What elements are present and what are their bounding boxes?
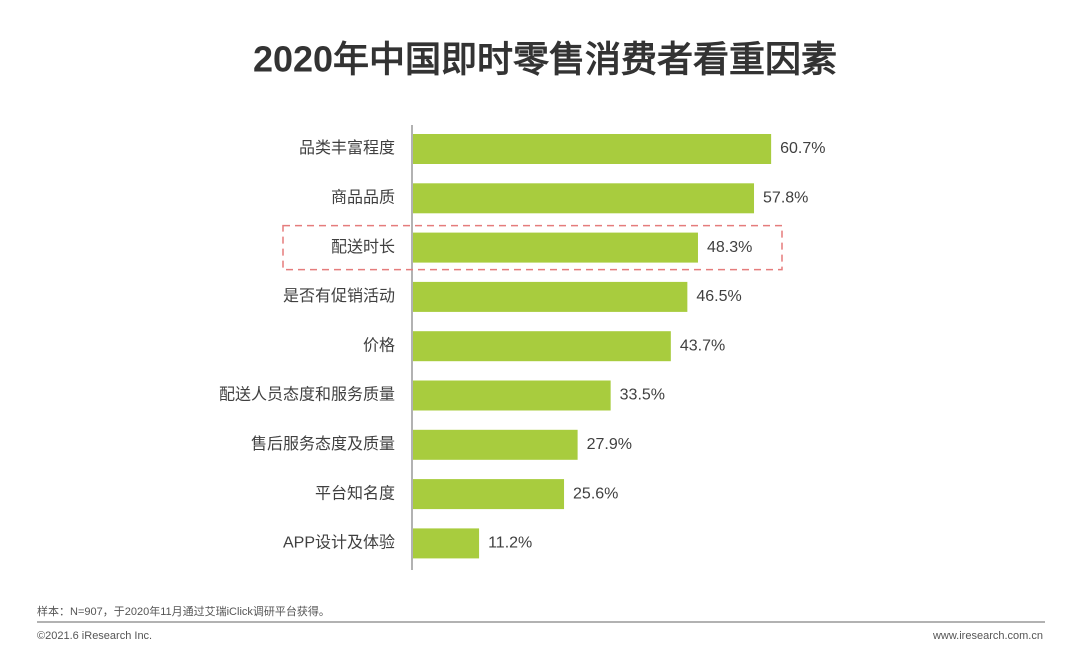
category-label: 配送时长 — [331, 238, 395, 256]
value-label: 48.3% — [707, 239, 752, 256]
category-label: 商品品质 — [331, 189, 395, 207]
bar — [413, 479, 565, 510]
category-label: 平台知名度 — [315, 484, 395, 502]
bar — [413, 528, 480, 559]
bar — [413, 183, 755, 214]
value-label: 43.7% — [680, 337, 725, 354]
bar — [413, 429, 578, 460]
value-label: 25.6% — [573, 485, 618, 502]
value-label: 11.2% — [488, 535, 532, 552]
value-label: 33.5% — [620, 387, 665, 404]
bar — [413, 232, 698, 263]
category-label: 配送人员态度和服务质量 — [219, 386, 395, 404]
footnote: 样本：N=907，于2020年11月通过艾瑞iClick调研平台获得。 — [37, 604, 330, 618]
value-label: 57.8% — [763, 190, 808, 207]
category-label: 品类丰富程度 — [299, 139, 395, 157]
value-label: 60.7% — [780, 140, 825, 157]
website: www.iresearch.com.cn — [932, 630, 1043, 642]
bar — [413, 380, 611, 411]
bar — [413, 331, 671, 362]
chart-title: 2020年中国即时零售消费者看重因素 — [253, 39, 837, 80]
copyright: ©2021.6 iResearch Inc. — [37, 630, 152, 642]
value-label: 27.9% — [587, 436, 632, 453]
highlight-box — [282, 224, 783, 271]
bar — [413, 281, 688, 312]
category-label: 是否有促销活动 — [283, 287, 395, 305]
value-label: 46.5% — [696, 288, 741, 305]
category-label: APP设计及体验 — [283, 534, 395, 552]
category-label: 售后服务态度及质量 — [251, 435, 395, 453]
bar — [413, 134, 772, 164]
category-label: 价格 — [363, 336, 395, 354]
